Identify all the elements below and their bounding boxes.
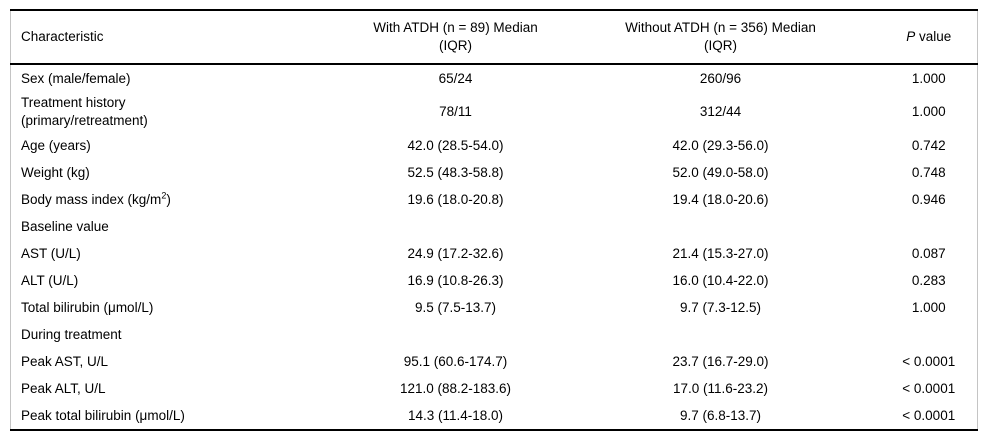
p-value-cell: 0.742 <box>911 137 946 153</box>
with-atdh-cell <box>351 213 561 240</box>
without-atdh-cell: 16.0 (10.4-22.0) <box>672 272 769 288</box>
header-with-atdh-line1: With ATDH (n = 89) Median <box>373 20 538 35</box>
characteristic-cell: Baseline value <box>11 213 351 240</box>
characteristic-label-line2: (primary/retreatment) <box>21 113 148 128</box>
p-value-cell: 0.748 <box>911 164 946 180</box>
header-without-atdh: Without ATDH (n = 356) Median (IQR) <box>560 10 881 65</box>
characteristic-label: During treatment <box>21 326 122 342</box>
characteristic-cell: AST (U/L) <box>11 240 351 267</box>
header-without-atdh-line1: Without ATDH (n = 356) Median <box>625 20 816 35</box>
without-atdh-cell: 312/44 <box>699 104 742 119</box>
p-value-cell <box>881 321 978 348</box>
paper-table-figure: Characteristic With ATDH (n = 89) Median… <box>0 9 992 431</box>
characteristic-label: Baseline value <box>21 218 109 234</box>
characteristic-cell: ALT (U/L) <box>11 267 351 294</box>
with-atdh-cell: 19.6 (18.0-20.8) <box>407 191 504 207</box>
p-value-cell: < 0.0001 <box>902 353 956 369</box>
characteristic-label: ALT (U/L) <box>21 272 79 288</box>
table-row: Peak ALT, U/L 121.0 (88.2-183.6) 17.0 (1… <box>11 375 978 402</box>
characteristic-cell: Body mass index (kg/m2) <box>11 186 351 213</box>
with-atdh-cell: 78/11 <box>439 104 472 119</box>
header-characteristic: Characteristic <box>10 10 351 65</box>
characteristic-label: Treatment history <box>21 95 126 110</box>
header-row: Characteristic With ATDH (n = 89) Median… <box>10 10 978 65</box>
with-atdh-cell: 14.3 (11.4-18.0) <box>407 407 504 423</box>
without-atdh-cell: 17.0 (11.6-23.2) <box>672 380 769 396</box>
characteristic-label: Total bilirubin (μmol/L) <box>21 299 154 315</box>
without-atdh-cell <box>561 321 881 348</box>
characteristic-cell: Peak AST, U/L <box>11 348 351 375</box>
header-p-value-rest: value <box>915 29 952 44</box>
characteristic-superscript: 2 <box>161 190 167 200</box>
p-value-cell <box>881 213 978 240</box>
with-atdh-cell: 52.5 (48.3-58.8) <box>407 164 504 180</box>
characteristic-cell: Age (years) <box>11 132 351 159</box>
characteristic-cell: Peak ALT, U/L <box>11 375 351 402</box>
characteristic-label-end: ) <box>166 191 171 207</box>
header-p-value: P value <box>880 10 978 65</box>
header-with-atdh: With ATDH (n = 89) Median (IQR) <box>350 10 561 65</box>
characteristic-label: Weight (kg) <box>21 164 90 180</box>
table-header: Characteristic With ATDH (n = 89) Median… <box>10 10 978 65</box>
characteristic-label: Sex (male/female) <box>21 70 131 86</box>
with-atdh-cell: 65/24 <box>438 70 473 86</box>
characteristic-label: Peak AST, U/L <box>21 353 109 369</box>
header-p-value-italic: P <box>906 29 916 44</box>
p-value-cell: 0.283 <box>911 272 946 288</box>
with-atdh-cell: 42.0 (28.5-54.0) <box>407 137 504 153</box>
p-value-cell: < 0.0001 <box>902 407 956 423</box>
p-value-cell: 1.000 <box>911 299 946 315</box>
p-value-cell: 1.000 <box>911 70 946 86</box>
table-row: Treatment history (primary/retreatment) 7… <box>11 92 978 132</box>
table-row: Weight (kg) 52.5 (48.3-58.8) 52.0 (49.0-… <box>11 159 978 186</box>
with-atdh-cell: 24.9 (17.2-32.6) <box>407 245 504 261</box>
characteristics-table: Characteristic With ATDH (n = 89) Median… <box>10 9 978 431</box>
header-with-atdh-line2: (IQR) <box>439 38 472 53</box>
p-value-cell: 0.087 <box>911 245 946 261</box>
with-atdh-cell: 16.9 (10.8-26.3) <box>407 272 504 288</box>
without-atdh-cell: 19.4 (18.0-20.6) <box>672 191 769 207</box>
without-atdh-cell: 9.7 (6.8-13.7) <box>679 407 762 423</box>
characteristic-label: Peak ALT, U/L <box>21 380 106 396</box>
characteristic-cell: Treatment history (primary/retreatment) <box>11 92 351 132</box>
table-row: Sex (male/female) 65/24 260/96 1.000 <box>11 64 978 92</box>
characteristic-label: AST (U/L) <box>21 245 81 261</box>
table-row: Total bilirubin (μmol/L) 9.5 (7.5-13.7) … <box>11 294 978 321</box>
characteristic-label: Age (years) <box>21 137 91 153</box>
without-atdh-cell: 260/96 <box>699 70 742 86</box>
characteristic-cell: Weight (kg) <box>11 159 351 186</box>
without-atdh-cell: 23.7 (16.7-29.0) <box>672 353 769 369</box>
table-row: ALT (U/L) 16.9 (10.8-26.3) 16.0 (10.4-22… <box>11 267 978 294</box>
without-atdh-cell: 52.0 (49.0-58.0) <box>672 164 769 180</box>
characteristic-label: Peak total bilirubin (μmol/L) <box>21 407 185 423</box>
table-body: Sex (male/female) 65/24 260/96 1.000 Tre… <box>11 64 978 430</box>
without-atdh-cell: 42.0 (29.3-56.0) <box>672 137 769 153</box>
p-value-cell: 1.000 <box>911 104 946 119</box>
with-atdh-cell <box>351 321 561 348</box>
table-row: Body mass index (kg/m2) 19.6 (18.0-20.8)… <box>11 186 978 213</box>
characteristic-cell: Total bilirubin (μmol/L) <box>11 294 351 321</box>
header-without-atdh-line2: (IQR) <box>704 38 737 53</box>
table-row: Peak total bilirubin (μmol/L) 14.3 (11.4… <box>11 402 978 430</box>
p-value-cell: < 0.0001 <box>902 380 956 396</box>
characteristic-cell: Sex (male/female) <box>11 64 351 92</box>
table-row: Peak AST, U/L 95.1 (60.6-174.7) 23.7 (16… <box>11 348 978 375</box>
table-row: Age (years) 42.0 (28.5-54.0) 42.0 (29.3-… <box>11 132 978 159</box>
table-row: During treatment <box>11 321 978 348</box>
characteristic-cell: Peak total bilirubin (μmol/L) <box>11 402 351 430</box>
p-value-cell: 0.946 <box>911 191 946 207</box>
table-row: Baseline value <box>11 213 978 240</box>
without-atdh-cell: 9.7 (7.3-12.5) <box>679 299 762 315</box>
with-atdh-cell: 121.0 (88.2-183.6) <box>399 380 512 396</box>
characteristic-cell: During treatment <box>11 321 351 348</box>
characteristic-label: Body mass index (kg/m <box>21 191 162 207</box>
with-atdh-cell: 9.5 (7.5-13.7) <box>414 299 497 315</box>
header-characteristic-label: Characteristic <box>21 29 104 44</box>
table-row: AST (U/L) 24.9 (17.2-32.6) 21.4 (15.3-27… <box>11 240 978 267</box>
with-atdh-cell: 95.1 (60.6-174.7) <box>403 353 508 369</box>
without-atdh-cell <box>561 213 881 240</box>
without-atdh-cell: 21.4 (15.3-27.0) <box>672 245 769 261</box>
